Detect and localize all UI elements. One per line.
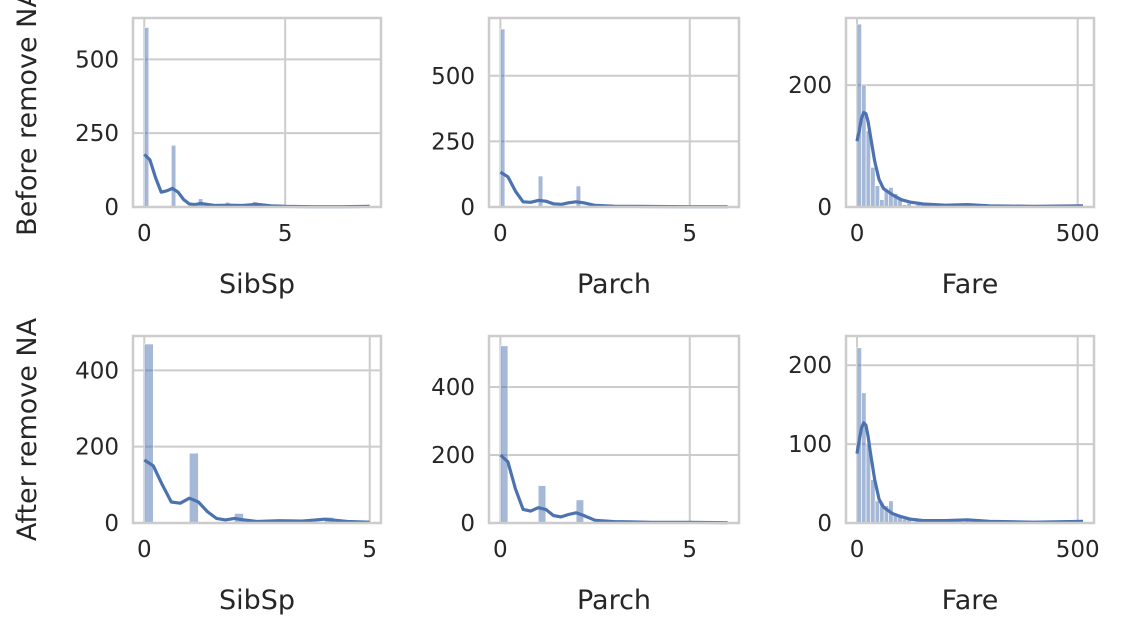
x-tick-label: 5 xyxy=(362,537,377,563)
histogram-bar xyxy=(861,84,867,208)
y-tick-label: 250 xyxy=(431,129,475,155)
subplot-2: 0 5 0 250 500 Parch xyxy=(431,16,741,300)
kde-line xyxy=(143,458,370,524)
histogram-bar xyxy=(870,167,876,208)
x-tick-label: 5 xyxy=(682,537,697,563)
histogram-bar xyxy=(143,27,150,208)
y-tick-label: 200 xyxy=(788,73,832,99)
axes-frame xyxy=(131,334,383,525)
axes-frame xyxy=(844,16,1096,209)
x-axis-label: Parch xyxy=(577,269,651,300)
x-tick-label: 0 xyxy=(137,537,152,563)
histogram-bar xyxy=(500,28,506,208)
y-tick-label: 200 xyxy=(788,353,832,379)
subplot-4: 0 5 0 200 400 SibSp After remove NA xyxy=(12,317,383,616)
y-tick-label: 0 xyxy=(104,511,119,537)
histogram-bar xyxy=(874,185,880,208)
x-axis-label: SibSp xyxy=(219,585,295,616)
histogram-bar xyxy=(143,343,154,524)
x-tick-label: 0 xyxy=(850,537,865,563)
y-tick-label: 100 xyxy=(788,432,832,458)
y-tick-label: 200 xyxy=(431,443,475,469)
axes-frame xyxy=(487,334,741,525)
histogram-bar xyxy=(861,392,867,524)
x-axis-label: Fare xyxy=(942,585,999,616)
x-axis-label: SibSp xyxy=(219,269,295,300)
histogram-bar xyxy=(500,345,509,524)
y-tick-label: 0 xyxy=(817,511,832,537)
x-tick-label: 0 xyxy=(493,221,508,247)
x-tick-label: 500 xyxy=(1056,537,1100,563)
y-tick-label: 250 xyxy=(75,121,119,147)
axes-frame xyxy=(844,334,1096,525)
y-tick-label: 0 xyxy=(460,195,475,221)
subplot-5: 0 5 0 200 400 Parch xyxy=(431,334,741,616)
y-tick-label: 0 xyxy=(104,195,119,221)
y-tick-label: 400 xyxy=(431,375,475,401)
axes-frame xyxy=(131,16,383,209)
x-tick-label: 0 xyxy=(493,537,508,563)
x-axis-label: Parch xyxy=(577,585,651,616)
kde-line xyxy=(499,453,728,525)
x-tick-label: 0 xyxy=(137,221,152,247)
x-tick-label: 5 xyxy=(682,221,697,247)
kde-line xyxy=(855,110,1084,208)
histogram-bar xyxy=(874,500,880,524)
x-tick-label: 0 xyxy=(850,221,865,247)
histogram-bar xyxy=(537,485,547,524)
y-tick-label: 200 xyxy=(75,435,119,461)
kde-line xyxy=(499,170,728,209)
subplot-1: 0 5 0 250 500 SibSp Before remove NA xyxy=(12,0,383,300)
y-tick-label: 0 xyxy=(460,511,475,537)
y-axis-label: Before remove NA xyxy=(12,0,43,236)
y-tick-label: 500 xyxy=(75,47,119,73)
y-axis-label: After remove NA xyxy=(12,317,43,541)
histogram-bar xyxy=(189,452,199,524)
x-tick-label: 500 xyxy=(1056,221,1100,247)
subplot-3: 0 500 0 200 Fare xyxy=(788,16,1100,300)
kde-line xyxy=(855,421,1084,524)
y-tick-label: 0 xyxy=(817,195,832,221)
y-tick-label: 500 xyxy=(431,64,475,90)
histogram-bar xyxy=(575,499,584,524)
histogram-bar xyxy=(870,479,876,524)
subplot-6: 0 500 0 100 200 Fare xyxy=(788,334,1100,616)
histogram-bar xyxy=(171,144,177,208)
axes-frame xyxy=(487,16,741,209)
y-tick-label: 400 xyxy=(75,358,119,384)
x-tick-label: 5 xyxy=(278,221,293,247)
kde-line xyxy=(143,153,370,209)
histogram-bar xyxy=(888,187,894,208)
x-axis-label: Fare xyxy=(942,269,999,300)
